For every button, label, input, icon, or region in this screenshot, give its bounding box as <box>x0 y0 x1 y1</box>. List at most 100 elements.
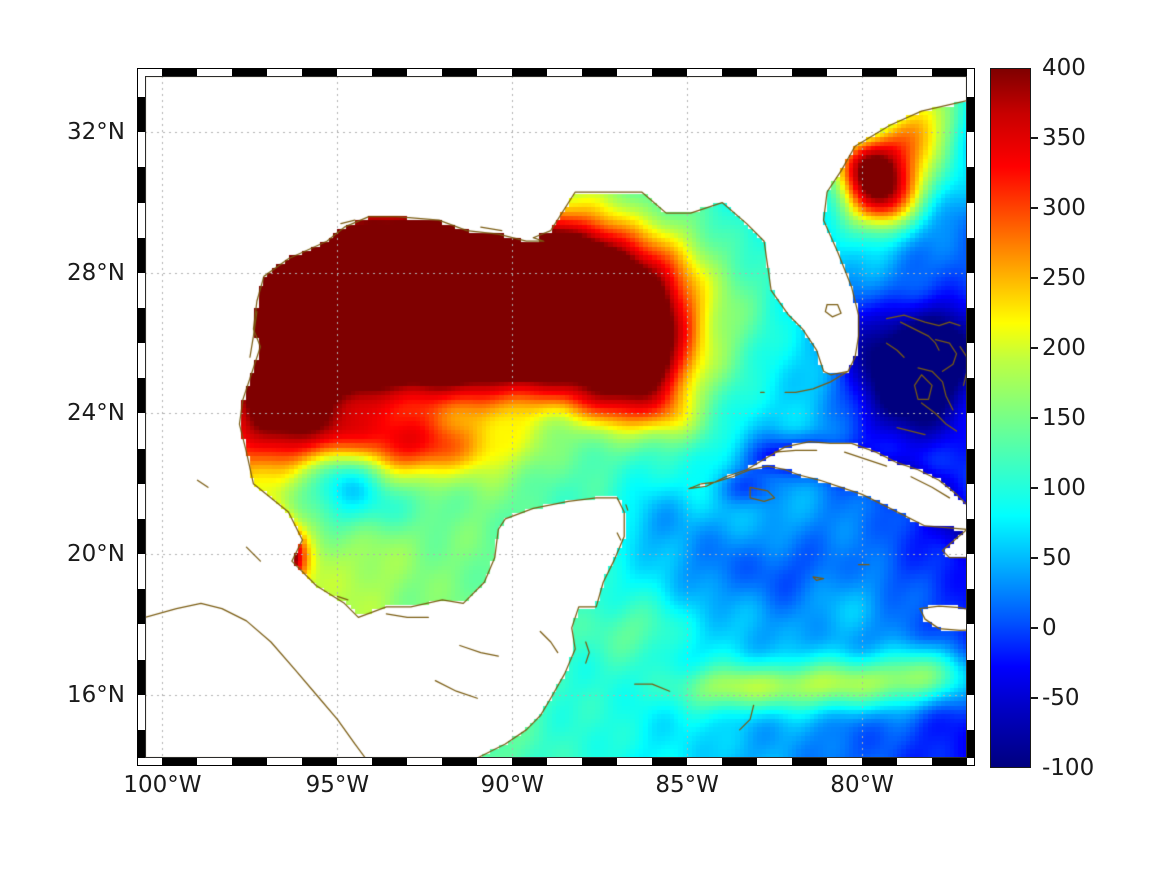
frame-segment <box>137 308 145 344</box>
frame-segment <box>722 758 758 766</box>
frame-segment <box>967 343 975 379</box>
y-tick-label: 28°N <box>67 259 125 286</box>
frame-segment <box>967 483 975 519</box>
frame-segment <box>337 758 373 766</box>
colorbar-tick-mark <box>1031 697 1038 699</box>
colorbar-tick-mark <box>1031 207 1038 209</box>
frame-segment <box>967 448 975 484</box>
frame-segment <box>137 483 145 519</box>
frame-segment <box>687 758 723 766</box>
frame-segment <box>232 68 268 76</box>
frame-segment <box>162 758 198 766</box>
frame-segment <box>137 554 145 590</box>
frame-segment <box>137 76 145 98</box>
colorbar-tick-label: 150 <box>1042 405 1086 431</box>
x-tick-label: 90°W <box>480 772 545 798</box>
frame-segment <box>137 202 145 238</box>
frame-segment <box>137 448 145 484</box>
colorbar-tick-label: 0 <box>1042 615 1057 641</box>
colorbar-tick-mark <box>1031 417 1038 419</box>
frame-segment <box>932 68 967 76</box>
map-plot-area <box>145 76 967 758</box>
x-tick-label: 100°W <box>123 772 202 798</box>
frame-segment <box>302 758 338 766</box>
frame-segment <box>967 659 975 695</box>
frame-segment <box>897 758 932 766</box>
frame-segment <box>862 758 898 766</box>
frame-segment <box>967 308 975 344</box>
frame-segment <box>687 68 723 76</box>
frame-segment <box>967 518 975 555</box>
frame-segment <box>442 68 478 76</box>
colorbar-tick-label: -50 <box>1042 685 1080 711</box>
frame-segment <box>582 758 618 766</box>
y-tick-label: 24°N <box>67 400 125 427</box>
x-tick-label: 80°W <box>830 772 894 798</box>
frame-segment <box>967 729 975 758</box>
frame-segment <box>407 68 443 76</box>
colorbar-tick-label: 200 <box>1042 335 1086 361</box>
colorbar-tick-label: 400 <box>1042 55 1086 81</box>
frame-segment <box>827 758 863 766</box>
frame-segment <box>145 68 163 76</box>
colorbar-tick-mark <box>1031 487 1038 489</box>
y-tick-label: 32°N <box>67 119 125 146</box>
x-tick-label: 95°W <box>305 772 370 798</box>
frame-segment <box>582 68 618 76</box>
colorbar-tick-label: 300 <box>1042 195 1086 221</box>
colorbar-tick-label: -100 <box>1042 755 1095 781</box>
colorbar-tick-mark <box>1031 627 1038 629</box>
frame-segment <box>827 68 863 76</box>
frame-segment <box>137 518 145 555</box>
colorbar-tick-mark <box>1031 557 1038 559</box>
frame-segment <box>967 413 975 449</box>
frame-segment <box>477 758 513 766</box>
frame-segment <box>137 97 145 133</box>
frame-segment <box>862 68 898 76</box>
frame-segment <box>897 68 932 76</box>
frame-segment <box>792 68 828 76</box>
frame-segment <box>967 272 975 308</box>
colorbar-gradient <box>990 68 1031 768</box>
frame-segment <box>757 758 793 766</box>
frame-segment <box>137 237 145 273</box>
frame-segment <box>302 68 338 76</box>
frame-segment <box>137 413 145 449</box>
frame-segment <box>137 378 145 414</box>
frame-segment <box>137 589 145 625</box>
frame-segment <box>512 758 548 766</box>
frame-segment <box>407 758 443 766</box>
frame-segment <box>137 659 145 695</box>
frame-segment <box>267 68 303 76</box>
frame-segment <box>617 758 653 766</box>
frame-segment <box>372 758 408 766</box>
frame-segment <box>967 624 975 660</box>
y-tick-label: 16°N <box>67 681 125 708</box>
frame-segment <box>967 132 975 168</box>
frame-segment <box>547 68 583 76</box>
colorbar-tick-label: 100 <box>1042 475 1086 501</box>
frame-segment <box>967 97 975 133</box>
frame-segment <box>442 758 478 766</box>
map-axes <box>137 68 975 766</box>
frame-segment <box>137 729 145 758</box>
colorbar-tick-label: 350 <box>1042 125 1086 151</box>
frame-segment <box>617 68 653 76</box>
frame-segment <box>652 758 688 766</box>
frame-segment <box>162 68 198 76</box>
frame-segment <box>967 554 975 590</box>
colorbar-tick-label: 50 <box>1042 545 1072 571</box>
x-tick-label: 85°W <box>655 772 719 798</box>
frame-segment <box>137 343 145 379</box>
y-tick-label: 20°N <box>67 541 125 568</box>
frame-segment <box>137 694 145 730</box>
frame-segment <box>967 694 975 730</box>
frame-segment <box>477 68 513 76</box>
frame-segment <box>137 132 145 168</box>
frame-segment <box>197 68 233 76</box>
colorbar-tick-label: 250 <box>1042 265 1086 291</box>
colorbar: -100 -50 0 50 100 150 200 250 300 350 400 <box>990 55 1094 781</box>
frame-segment <box>145 758 163 766</box>
frame-segment <box>512 68 548 76</box>
